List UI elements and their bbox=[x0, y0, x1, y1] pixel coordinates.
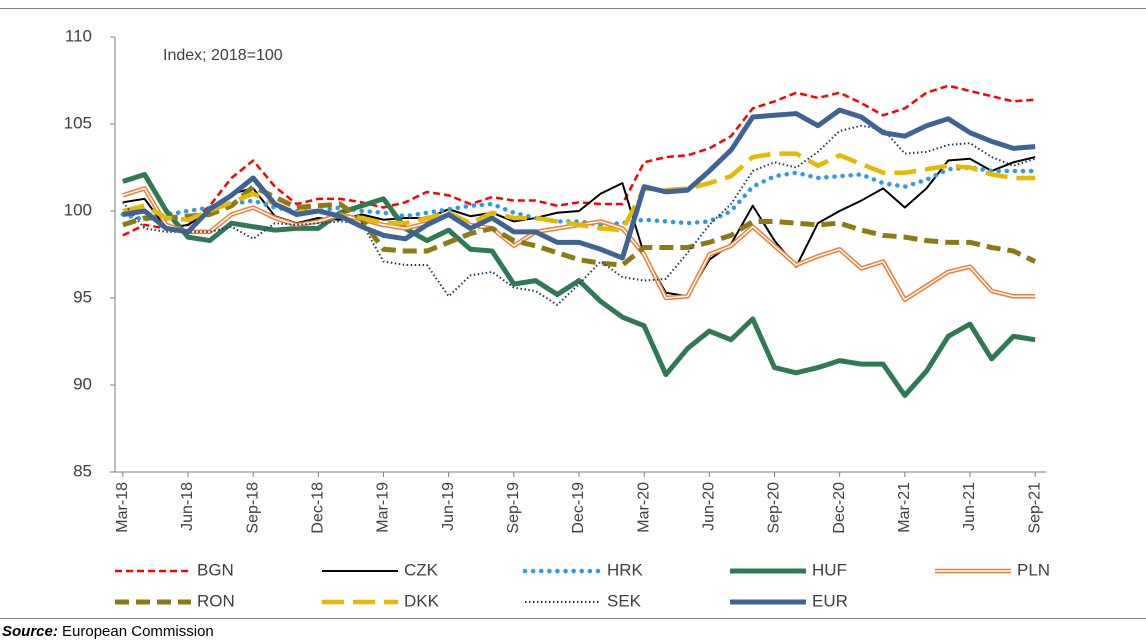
x-tick-label: Jun-20 bbox=[701, 482, 718, 531]
legend-label: HRK bbox=[607, 560, 644, 579]
series-line bbox=[122, 124, 1036, 306]
x-tick-label: Jun-21 bbox=[961, 482, 978, 531]
x-tick-label: Mar-18 bbox=[114, 482, 131, 533]
series-line bbox=[122, 184, 1037, 268]
legend-label: SEK bbox=[607, 591, 642, 610]
legend-label: EUR bbox=[812, 591, 848, 610]
y-tick-label: 95 bbox=[73, 287, 92, 306]
series-line bbox=[122, 171, 1036, 398]
legend-label: CZK bbox=[404, 560, 439, 579]
series-line bbox=[120, 165, 1038, 228]
x-tick-label: Sep-19 bbox=[505, 482, 522, 534]
x-tick-label: Dec-18 bbox=[310, 482, 327, 534]
legend-label: DKK bbox=[404, 591, 440, 610]
source-label: Source: bbox=[2, 623, 58, 640]
y-tick-label: 85 bbox=[73, 461, 92, 480]
annotation: Index; 2018=100 bbox=[163, 47, 283, 64]
x-tick-label: Mar-21 bbox=[896, 482, 913, 533]
series-line bbox=[122, 84, 1036, 237]
source: Source: European Commission bbox=[2, 623, 214, 640]
series-line bbox=[122, 107, 1036, 261]
y-tick-label: 105 bbox=[64, 113, 92, 132]
legend-label: BGN bbox=[197, 560, 234, 579]
x-tick-label: Sep-21 bbox=[1026, 482, 1043, 534]
x-tick-label: Sep-18 bbox=[244, 482, 261, 534]
source-text: European Commission bbox=[62, 623, 214, 640]
x-tick-label: Mar-20 bbox=[635, 482, 652, 533]
x-tick-label: Sep-20 bbox=[766, 482, 783, 534]
y-tick-label: 90 bbox=[73, 374, 92, 393]
legend-label: HUF bbox=[812, 560, 847, 579]
plot-area: 85 90 95 100 105 110 Mar-18 Jun-18 Sep-18 Dec-18 M… bbox=[64, 26, 1046, 534]
x-tick-label: Jun-19 bbox=[440, 482, 457, 531]
x-tick-label: Dec-20 bbox=[831, 482, 848, 534]
legend-label: PLN bbox=[1017, 560, 1050, 579]
x-tick-label: Dec-19 bbox=[570, 482, 587, 534]
x-tick-label: Mar-19 bbox=[375, 482, 392, 533]
x-tick-label: Jun-18 bbox=[179, 482, 196, 531]
y-tick-label: 110 bbox=[65, 26, 92, 45]
y-tick-label: 100 bbox=[64, 200, 92, 219]
legend-label: RON bbox=[197, 591, 235, 610]
